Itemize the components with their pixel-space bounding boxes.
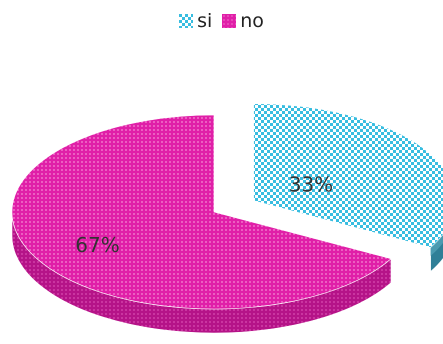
legend-swatch-si: [179, 14, 194, 28]
legend-item-si: si: [179, 10, 212, 32]
data-label-si: 33%: [289, 172, 333, 196]
pie-slice-side-highlight-si: [430, 234, 443, 256]
pie-slice-si: [253, 103, 443, 248]
legend-item-no: no: [222, 10, 264, 32]
legend-label-si: si: [197, 10, 213, 32]
legend-label-no: no: [240, 10, 264, 32]
legend-swatch-no: [222, 14, 237, 28]
pie-label-layer: 33% 67%: [75, 172, 333, 257]
data-label-no: 67%: [75, 233, 119, 257]
pie-top-layer: [11, 103, 443, 310]
pie-slice-no: [11, 114, 392, 310]
legend: si no: [0, 10, 443, 32]
